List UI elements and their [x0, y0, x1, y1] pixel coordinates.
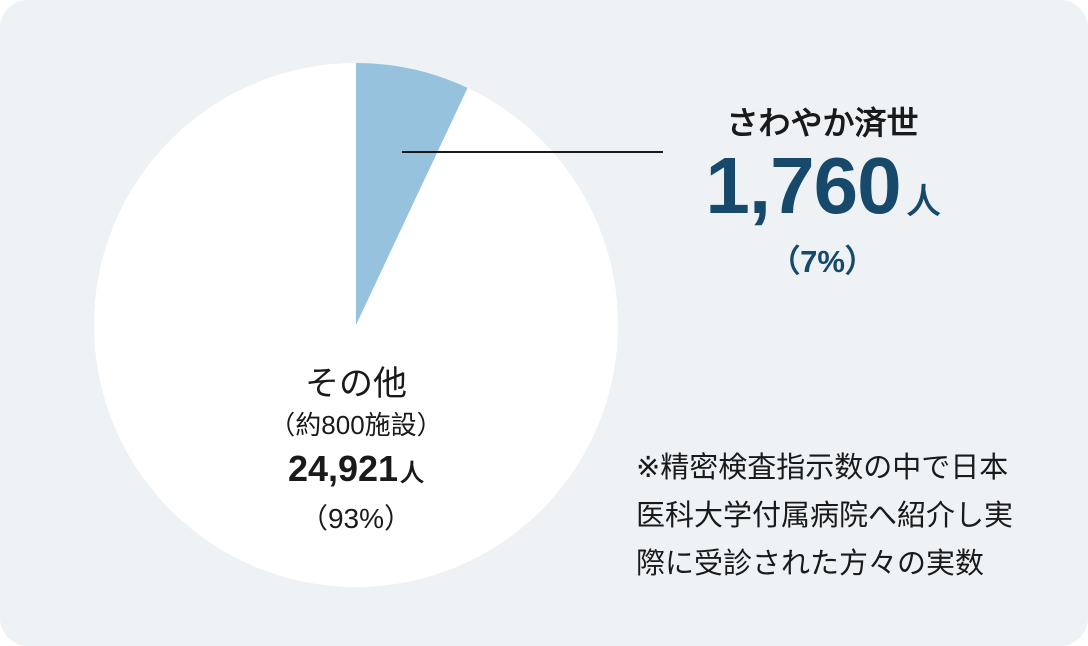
footnote-line: 際に受診された方々の実数: [636, 548, 985, 580]
center-label-name: その他: [305, 365, 407, 403]
callout-value: 1,760: [705, 141, 901, 230]
center-label-value-row: 24,921人: [196, 446, 516, 497]
footnote-line: ※精密検査指示数の中で日本: [636, 452, 1009, 484]
callout-label: さわやか済世: [726, 105, 919, 141]
center-label-percent: （93%）: [299, 503, 413, 534]
callout-value-row: 1,760 人: [660, 145, 985, 243]
callout-sawayaka: さわやか済世 1,760 人 （7%）: [660, 103, 985, 281]
callout-unit: 人: [906, 183, 941, 221]
callout-percent: （7%）: [769, 244, 876, 279]
center-label-value: 24,921: [287, 448, 399, 489]
center-label-sublabel: （約800施設）: [269, 410, 443, 440]
footnote: ※精密検査指示数の中で日本 医科大学付属病院へ紹介し実 際に受診された方々の実数: [636, 444, 1056, 588]
center-label-unit: 人: [400, 460, 425, 487]
footnote-line: 医科大学付属病院へ紹介し実: [636, 500, 1014, 532]
center-label-other: その他 （約800施設） 24,921人 （93%）: [196, 364, 516, 541]
pie-slice-sawayaka: [356, 62, 468, 326]
